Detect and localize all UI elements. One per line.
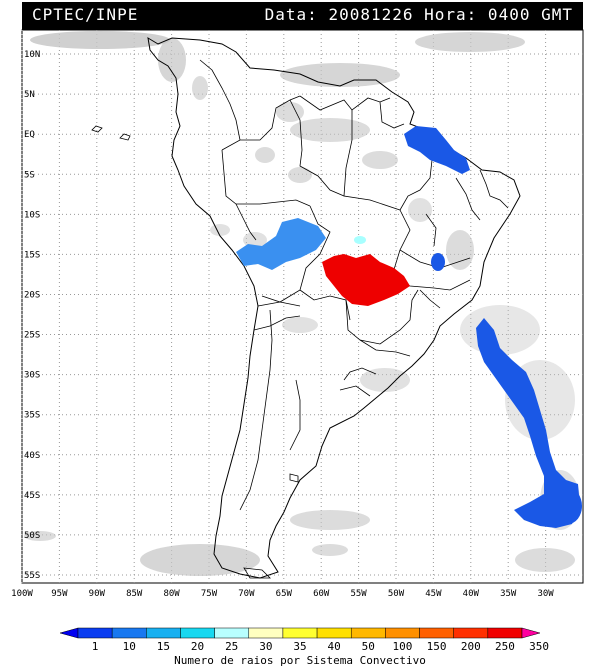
legend-swatch [316, 627, 352, 639]
legend-swatch [180, 627, 215, 639]
cloud-patch [276, 102, 304, 122]
lon-tick-label: 50W [388, 589, 405, 599]
lat-tick-label: 20S [24, 290, 40, 300]
legend-swatch [350, 627, 386, 639]
cloud-patch [290, 118, 370, 142]
legend-label: 350 [529, 640, 549, 653]
legend-label: 35 [293, 640, 306, 653]
satellite-cloud-cover [24, 31, 580, 576]
cloud-patch [255, 147, 275, 163]
convective-system-north [404, 126, 470, 174]
legend-label: 15 [157, 640, 170, 653]
legend-swatch [248, 627, 284, 639]
legend-swatch [146, 627, 181, 639]
legend-swatch [111, 627, 147, 639]
lon-tick-label: 70W [238, 589, 255, 599]
title-bar: CPTEC/INPE Data: 20081226 Hora: 0400 GMT [22, 2, 583, 30]
lon-tick-label: 85W [126, 589, 143, 599]
lat-tick-label: 25S [24, 331, 40, 341]
lat-tick-label: 50S [24, 531, 40, 541]
cloud-patch [408, 198, 432, 222]
lon-tick-label: 75W [201, 589, 218, 599]
cloud-patch [210, 224, 230, 236]
legend-swatch [453, 627, 489, 639]
lat-tick-label: 10S [24, 210, 40, 220]
cloud-patch [192, 76, 208, 100]
cloud-patch [312, 544, 348, 556]
cloud-patch [280, 63, 400, 87]
latitude-labels: 10N 5N EQ 5S 10S 15S 20S 25S 30S 35S 40S 45S 50S 55S [24, 50, 40, 581]
south-america-coastline [147, 37, 521, 579]
convective-system-south-atlantic [476, 318, 580, 528]
lat-tick-label: 5N [24, 90, 35, 100]
cloud-patch [282, 317, 318, 333]
legend-label: 50 [362, 640, 375, 653]
cloud-patch [415, 32, 525, 52]
convective-system-center-cyan [354, 236, 366, 244]
lat-tick-label: 30S [24, 371, 40, 381]
legend-label: 100 [393, 640, 413, 653]
cloud-patch [290, 510, 370, 530]
lon-tick-label: 35W [500, 589, 517, 599]
lon-tick-label: 65W [276, 589, 293, 599]
lon-tick-label: 60W [313, 589, 330, 599]
lat-tick-label: 35S [24, 411, 40, 421]
lon-tick-label: 45W [425, 589, 442, 599]
convective-system-far-south [554, 488, 582, 524]
legend-label: 20 [191, 640, 204, 653]
lat-tick-label: EQ [24, 130, 35, 140]
legend-swatch [419, 627, 454, 639]
legend-label: 30 [259, 640, 272, 653]
legend-label: 250 [495, 640, 515, 653]
lat-tick-label: 15S [24, 250, 40, 260]
legend-label: 1 [92, 640, 99, 653]
legend-swatch [214, 627, 250, 639]
cloud-patch [515, 548, 575, 572]
lon-tick-label: 95W [51, 589, 68, 599]
lon-tick-label: 90W [89, 589, 106, 599]
cloud-patch [158, 38, 186, 82]
source-label: CPTEC/INPE [32, 5, 139, 24]
convective-system-west [236, 218, 326, 270]
legend-swatch [282, 627, 318, 639]
color-legend: 1 10 15 20 25 30 35 40 50 100 150 200 250 350 [59, 627, 549, 653]
lon-tick-label: 80W [163, 589, 180, 599]
islands [91, 125, 299, 579]
lon-tick-label: 30W [537, 589, 554, 599]
lon-tick-label: 55W [350, 589, 367, 599]
longitude-labels: 100W 95W 90W 85W 80W 75W 70W 65W 60W 55W 50W 45W 40W… [11, 589, 554, 599]
cloud-patch [140, 544, 260, 576]
legend-label: 40 [328, 640, 341, 653]
legend-swatch [487, 627, 523, 639]
lat-tick-label: 55S [24, 571, 40, 581]
legend-label: 25 [225, 640, 238, 653]
convective-system-east-small [431, 253, 445, 271]
cloud-patch [288, 167, 312, 183]
legend-swatch [385, 627, 420, 639]
legend-label: 200 [461, 640, 481, 653]
legend-swatch [59, 627, 79, 639]
cloud-patch [460, 305, 540, 355]
cloud-patch [360, 368, 410, 392]
cloud-patch [30, 31, 170, 49]
legend-label: 150 [427, 640, 447, 653]
lat-tick-label: 40S [24, 451, 40, 461]
cloud-patch [362, 151, 398, 169]
convective-system-center-red [322, 254, 410, 306]
legend-swatch [521, 627, 541, 639]
legend-caption: Numero de raios por Sistema Convectivo [174, 654, 426, 667]
cloud-patch [446, 230, 474, 270]
lon-tick-label: 40W [463, 589, 480, 599]
lat-tick-label: 10N [24, 50, 40, 60]
lat-tick-label: 5S [24, 170, 35, 180]
cloud-patch [243, 232, 267, 248]
date-time-label: Data: 20081226 Hora: 0400 GMT [264, 5, 573, 24]
legend-swatch [77, 627, 113, 639]
lon-tick-label: 100W [11, 589, 33, 599]
lat-tick-label: 45S [24, 491, 40, 501]
cloud-patch [24, 531, 56, 541]
legend-label: 10 [123, 640, 136, 653]
